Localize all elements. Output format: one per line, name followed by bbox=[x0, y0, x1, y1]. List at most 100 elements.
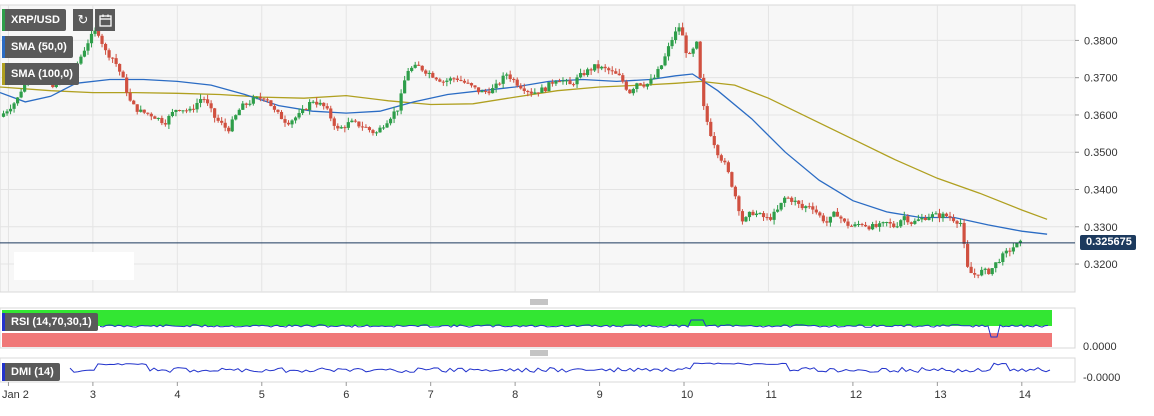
y-tick-label: 0.3600 bbox=[1084, 110, 1118, 122]
candle-body bbox=[835, 211, 840, 217]
candle-body bbox=[814, 209, 818, 213]
candle-body bbox=[635, 83, 639, 89]
sma50-line bbox=[0, 73, 1048, 235]
candle-body bbox=[462, 80, 467, 83]
candle-body bbox=[23, 81, 27, 92]
candle-body bbox=[466, 82, 470, 84]
candle-body bbox=[586, 69, 590, 76]
candle-body bbox=[396, 110, 400, 112]
candle-body bbox=[656, 69, 660, 78]
candle-body bbox=[688, 53, 692, 55]
candle-body bbox=[867, 226, 871, 230]
candle-body bbox=[575, 77, 579, 85]
candle-body bbox=[230, 119, 234, 132]
candle-body bbox=[195, 102, 199, 110]
candle-body bbox=[772, 211, 776, 220]
candle-body bbox=[300, 108, 305, 114]
candle-body bbox=[712, 136, 716, 146]
candle-body bbox=[237, 109, 241, 116]
candle-body bbox=[410, 67, 414, 71]
reload-button[interactable]: ↻ bbox=[73, 9, 93, 31]
candle-body bbox=[1, 113, 6, 117]
candle-body bbox=[966, 243, 970, 267]
time-axis: Jan 2 3 4 5 6 7 8 9 10 11 12 13 14 bbox=[2, 382, 1031, 401]
candle-body bbox=[839, 216, 843, 219]
candle-body bbox=[223, 122, 227, 128]
candle-body bbox=[983, 268, 987, 270]
candle-body bbox=[441, 81, 445, 83]
rsi-oversold-zone bbox=[2, 333, 1052, 347]
candle-body bbox=[987, 268, 991, 275]
candle-body bbox=[399, 93, 403, 111]
candle-body bbox=[476, 87, 481, 93]
candle-body bbox=[107, 50, 111, 58]
candle-body bbox=[139, 109, 143, 112]
candle-body bbox=[776, 209, 780, 212]
calendar-button[interactable] bbox=[95, 9, 115, 31]
candle-body bbox=[269, 100, 273, 107]
candle-body bbox=[533, 92, 537, 94]
candle-body bbox=[491, 88, 495, 94]
candle-body bbox=[448, 78, 452, 81]
candle-body bbox=[118, 63, 122, 72]
candle-body bbox=[624, 81, 628, 90]
candle-body bbox=[367, 127, 372, 131]
candle-body bbox=[930, 214, 935, 218]
candle-body bbox=[293, 117, 298, 121]
candle-body bbox=[188, 108, 192, 111]
candle-body bbox=[923, 217, 927, 220]
candle-body bbox=[160, 117, 164, 124]
x-tick-label: 9 bbox=[597, 389, 603, 401]
candle-body bbox=[220, 120, 224, 123]
candle-body bbox=[420, 65, 424, 71]
candle-body bbox=[673, 31, 678, 41]
candle-body bbox=[8, 108, 13, 112]
candle-body bbox=[607, 68, 611, 71]
candle-body bbox=[202, 99, 206, 101]
candle-body bbox=[863, 224, 868, 227]
candle-body bbox=[617, 73, 621, 76]
candle-body bbox=[385, 123, 389, 128]
candle-body bbox=[128, 92, 132, 101]
candle-body bbox=[279, 111, 284, 120]
sma100-legend[interactable]: SMA (100,0) bbox=[2, 63, 79, 85]
candle-body bbox=[216, 117, 220, 121]
candle-body bbox=[976, 274, 980, 276]
candle-body bbox=[804, 206, 808, 209]
candle-body bbox=[86, 43, 90, 51]
candle-body bbox=[473, 85, 477, 88]
candle-body bbox=[874, 224, 878, 227]
candle-body bbox=[283, 119, 287, 123]
candle-body bbox=[336, 125, 340, 129]
panel-divider-2[interactable] bbox=[530, 350, 548, 356]
candle-body bbox=[374, 132, 379, 134]
panel-divider-1[interactable] bbox=[530, 299, 548, 305]
sma50-legend[interactable]: SMA (50,0) bbox=[2, 36, 73, 58]
candle-body bbox=[783, 197, 787, 203]
candle-body bbox=[934, 213, 938, 215]
rsi-legend[interactable]: RSI (14,70,30,1) bbox=[2, 313, 98, 331]
candle-body bbox=[103, 43, 108, 51]
candle-body bbox=[417, 64, 421, 66]
candle-body bbox=[392, 111, 396, 119]
candle-body bbox=[909, 222, 913, 224]
candle-body bbox=[15, 97, 20, 104]
dmi-legend[interactable]: DMI (14) bbox=[2, 363, 60, 381]
candle-body bbox=[114, 58, 118, 64]
x-tick-label: 13 bbox=[934, 389, 946, 401]
x-tick-label: 7 bbox=[428, 389, 434, 401]
candle-body bbox=[290, 120, 294, 125]
candle-body bbox=[146, 112, 150, 114]
candle-body bbox=[244, 103, 248, 105]
symbol-legend[interactable]: XRP/USD bbox=[2, 9, 66, 31]
candle-body bbox=[821, 215, 825, 222]
current-price-value: 0.325675 bbox=[1086, 236, 1132, 249]
candle-body bbox=[332, 118, 336, 126]
candle-body bbox=[121, 71, 125, 78]
candle-body bbox=[519, 85, 523, 89]
candle-body bbox=[132, 100, 136, 105]
candle-body bbox=[550, 82, 555, 84]
candle-body bbox=[483, 91, 488, 93]
x-tick-label: 10 bbox=[681, 389, 693, 401]
